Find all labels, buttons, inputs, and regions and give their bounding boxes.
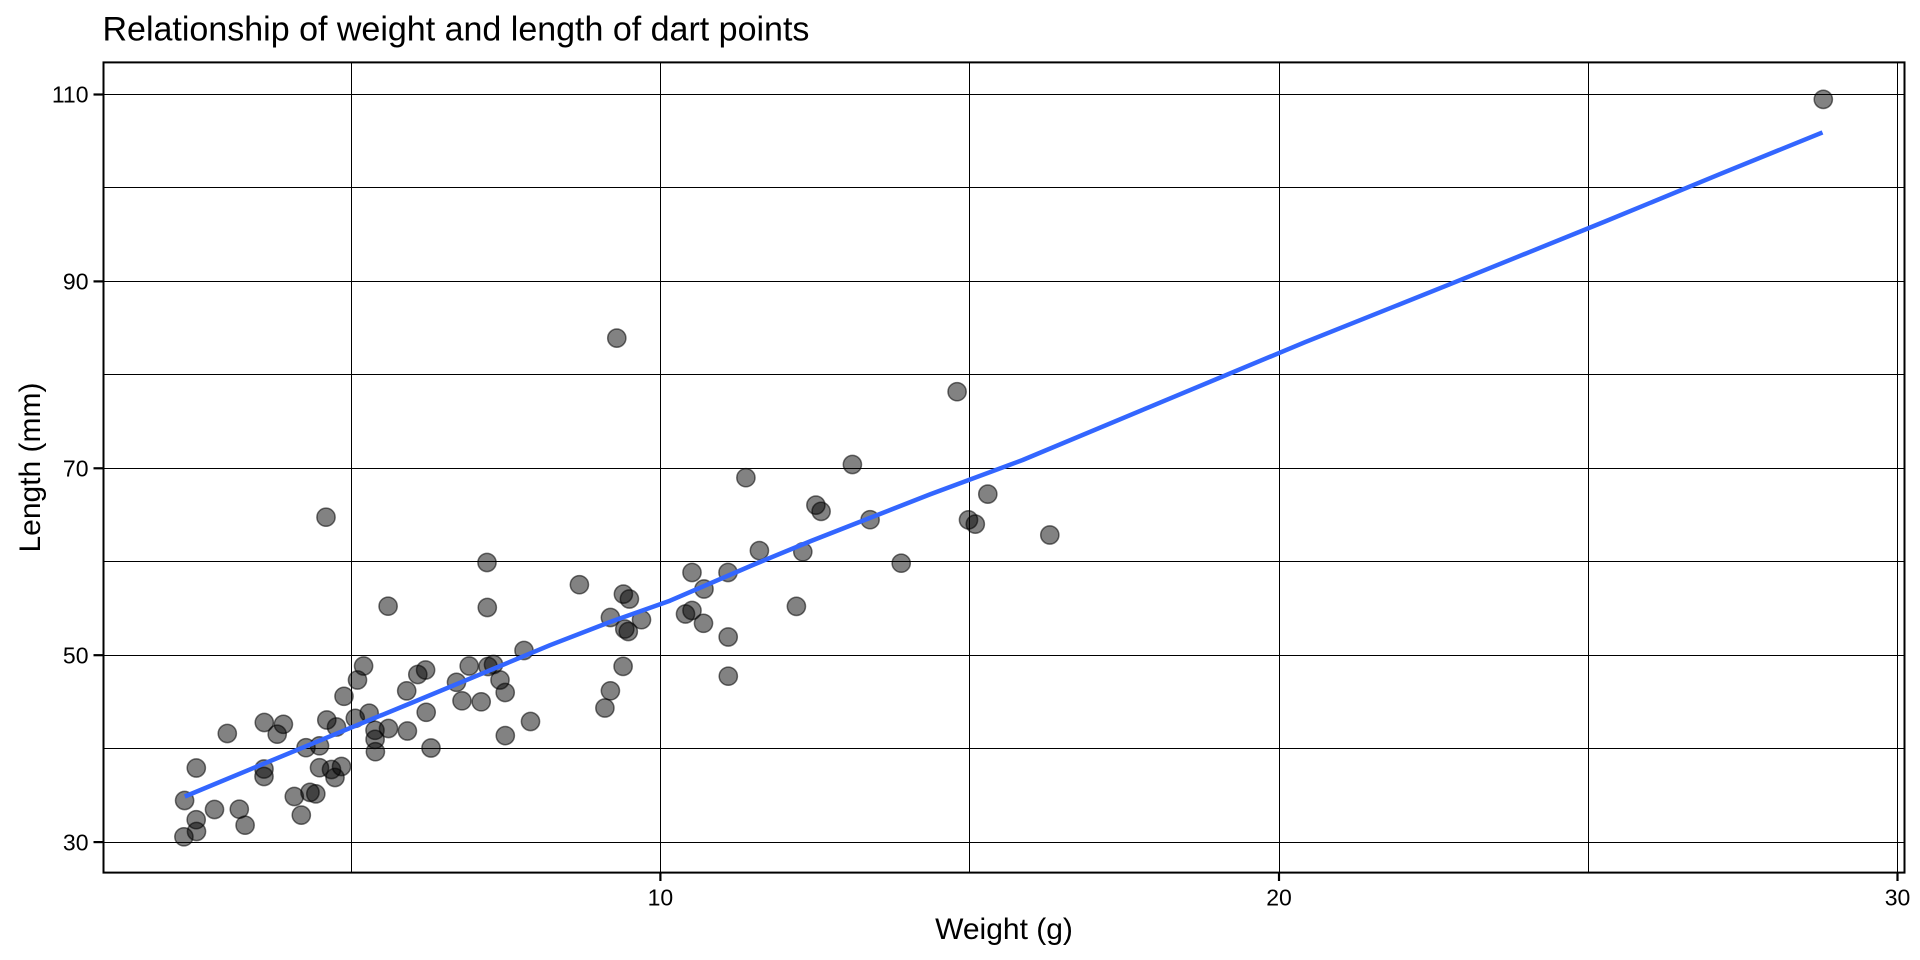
svg-text:30: 30 (63, 829, 89, 855)
svg-text:30: 30 (1885, 885, 1911, 911)
svg-text:90: 90 (63, 269, 89, 295)
svg-text:110: 110 (52, 82, 89, 108)
svg-text:50: 50 (63, 642, 89, 668)
svg-text:Relationship of weight and len: Relationship of weight and length of dar… (103, 11, 810, 49)
svg-text:10: 10 (648, 885, 674, 911)
svg-text:Length (mm): Length (mm) (14, 382, 47, 552)
svg-text:70: 70 (63, 456, 89, 482)
svg-text:Weight (g): Weight (g) (935, 913, 1073, 946)
svg-text:20: 20 (1266, 885, 1292, 911)
